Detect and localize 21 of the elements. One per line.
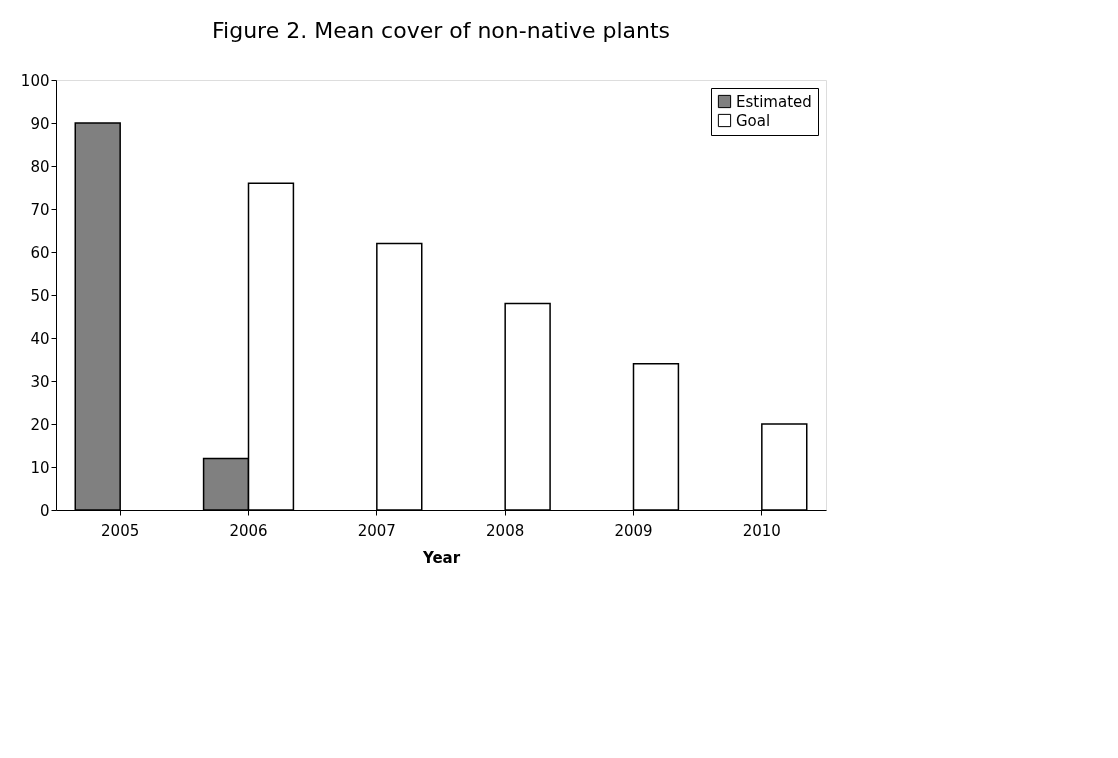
y-tick-label: 0 — [39, 501, 50, 520]
y-tick-label: 10 — [30, 458, 50, 477]
x-tick-label: 2009 — [614, 521, 653, 540]
legend-label: Goal — [736, 111, 771, 130]
x-tick-label: 2005 — [101, 521, 140, 540]
y-tick-label: 50 — [30, 286, 50, 305]
y-tick-label: 20 — [30, 415, 50, 434]
y-tick-label: 60 — [30, 243, 50, 262]
x-tick-label: 2007 — [357, 521, 396, 540]
x-tick-label: 2006 — [229, 521, 268, 540]
chart-title: Figure 2. Mean cover of non-native plants — [211, 18, 671, 43]
y-tick-label: 90 — [30, 114, 50, 133]
x-axis-title: Year — [421, 548, 461, 567]
x-tick-label: 2008 — [486, 521, 525, 540]
legend-label: Estimated — [736, 92, 812, 111]
y-tick-label: 40 — [30, 329, 50, 348]
y-tick-label: 30 — [30, 372, 50, 391]
y-tick-label: 100 — [20, 71, 50, 90]
x-tick-label: 2010 — [742, 521, 781, 540]
y-tick-label: 70 — [30, 200, 50, 219]
y-tick-label: 80 — [30, 157, 50, 176]
